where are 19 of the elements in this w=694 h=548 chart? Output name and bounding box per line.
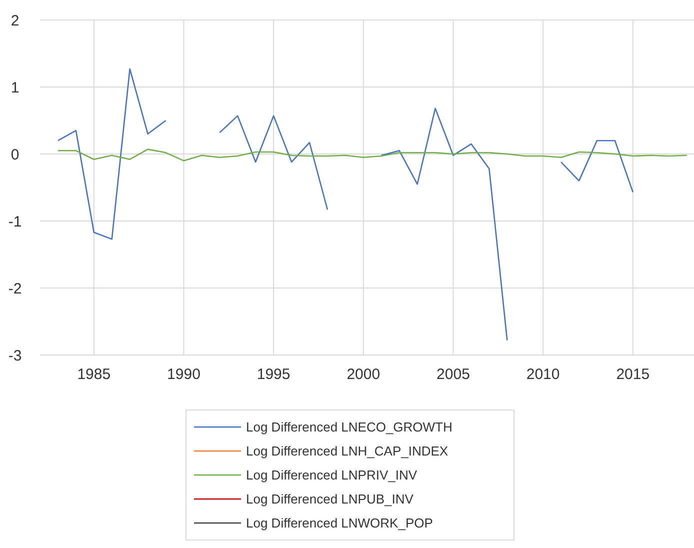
x-tick-label: 2010 [526, 366, 560, 383]
x-tick-label: 2015 [616, 366, 650, 383]
y-tick-label: 1 [10, 79, 20, 96]
y-tick-label: 2 [10, 12, 20, 30]
y-tick-label: -1 [8, 213, 22, 230]
legend-label: Log Differenced LNH_CAP_INDEX [246, 444, 448, 459]
y-tick-label: 0 [10, 146, 20, 164]
x-tick-label: 2005 [436, 366, 470, 383]
x-tick-label: 1995 [256, 366, 290, 383]
x-tick-label: 1990 [167, 366, 200, 383]
x-tick-label: 2000 [346, 366, 380, 383]
legend-label: Log Differenced LNECO_GROWTH [246, 420, 452, 435]
line-series [57, 148, 688, 162]
y-tick-label: -3 [8, 347, 22, 364]
legend-label: Log Differenced LNPUB_INV [246, 492, 414, 507]
y-tick-label: -2 [8, 280, 22, 298]
x-tick-label: 1985 [77, 366, 111, 383]
legend-label: Log Differenced LNPRIV_INV [246, 468, 418, 483]
legend-label: Log Differenced LNWORK_POP [246, 516, 433, 531]
